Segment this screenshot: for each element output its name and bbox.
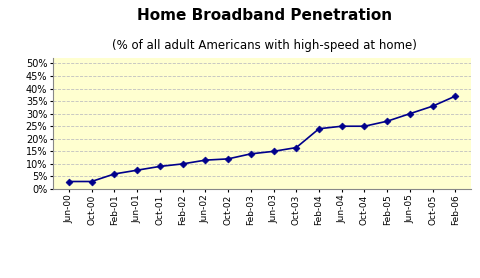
Text: (% of all adult Americans with high-speed at home): (% of all adult Americans with high-spee… [112,39,416,52]
Text: Home Broadband Penetration: Home Broadband Penetration [137,8,391,23]
